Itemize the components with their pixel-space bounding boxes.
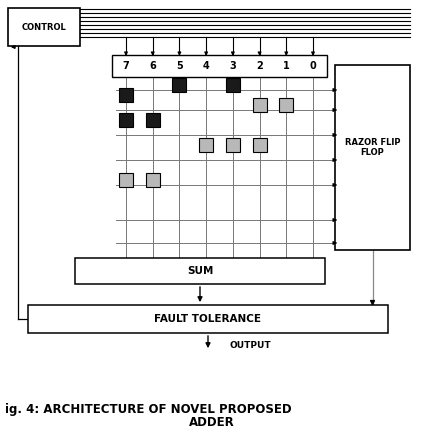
Text: 7: 7 xyxy=(123,61,129,71)
Text: 3: 3 xyxy=(229,61,236,71)
Text: ADDER: ADDER xyxy=(189,417,235,426)
Text: 0: 0 xyxy=(310,61,316,71)
FancyBboxPatch shape xyxy=(75,258,325,284)
Text: 4: 4 xyxy=(203,61,209,71)
FancyBboxPatch shape xyxy=(112,55,327,77)
FancyBboxPatch shape xyxy=(226,138,240,152)
FancyBboxPatch shape xyxy=(119,88,133,102)
FancyBboxPatch shape xyxy=(253,138,267,152)
FancyBboxPatch shape xyxy=(119,173,133,187)
FancyBboxPatch shape xyxy=(8,8,80,46)
Text: ig. 4: ARCHITECTURE OF NOVEL PROPOSED: ig. 4: ARCHITECTURE OF NOVEL PROPOSED xyxy=(5,403,292,417)
FancyBboxPatch shape xyxy=(226,78,240,92)
Text: FAULT TOLERANCE: FAULT TOLERANCE xyxy=(154,314,262,324)
FancyBboxPatch shape xyxy=(199,138,213,152)
Text: OUTPUT: OUTPUT xyxy=(230,342,272,351)
FancyBboxPatch shape xyxy=(173,78,187,92)
FancyBboxPatch shape xyxy=(146,113,160,127)
Text: 5: 5 xyxy=(176,61,183,71)
FancyBboxPatch shape xyxy=(119,113,133,127)
Text: 6: 6 xyxy=(149,61,156,71)
FancyBboxPatch shape xyxy=(253,98,267,112)
Text: 1: 1 xyxy=(283,61,290,71)
FancyBboxPatch shape xyxy=(146,173,160,187)
FancyBboxPatch shape xyxy=(279,98,293,112)
Text: CONTROL: CONTROL xyxy=(22,23,67,32)
FancyBboxPatch shape xyxy=(28,305,388,333)
Text: RAZOR FLIP
FLOP: RAZOR FLIP FLOP xyxy=(345,138,400,157)
Text: 2: 2 xyxy=(256,61,263,71)
FancyBboxPatch shape xyxy=(335,65,410,250)
Text: SUM: SUM xyxy=(187,266,213,276)
